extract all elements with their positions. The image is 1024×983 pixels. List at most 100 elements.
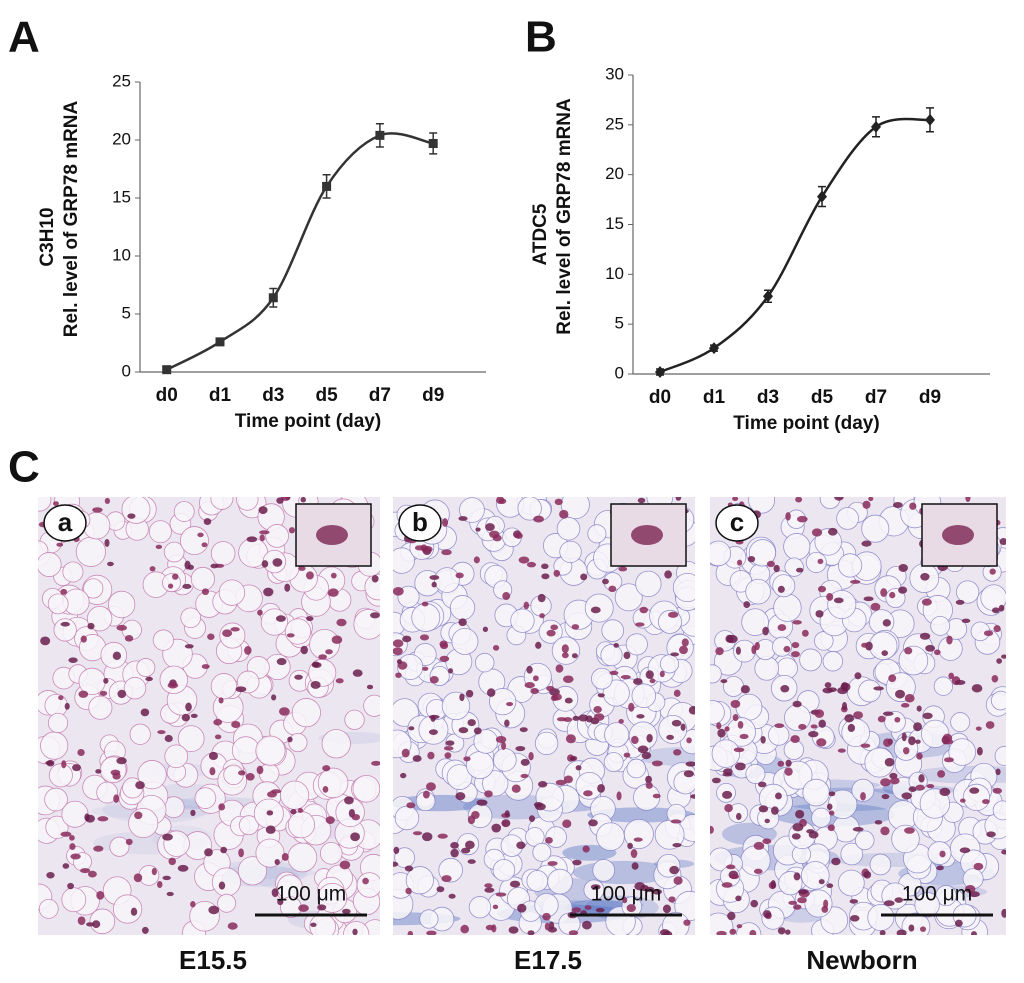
nucleus — [467, 719, 476, 727]
nucleus — [773, 564, 780, 573]
nucleus — [630, 849, 638, 859]
inset-nucleus — [316, 525, 348, 545]
panel-label: A — [8, 13, 40, 62]
nucleus — [992, 787, 1003, 794]
nucleus — [149, 566, 156, 572]
nucleus — [571, 653, 578, 659]
nucleus — [895, 689, 905, 699]
nucleus — [213, 718, 223, 726]
nucleus — [318, 654, 327, 660]
nucleus — [1001, 908, 1006, 918]
nucleus — [563, 717, 573, 722]
nucleus — [261, 560, 269, 568]
nucleus — [969, 787, 980, 794]
nucleus — [288, 527, 295, 534]
nucleus — [837, 748, 846, 753]
cell — [319, 842, 343, 865]
nucleus — [934, 649, 941, 656]
nucleus — [256, 765, 264, 775]
nucleus — [214, 734, 222, 740]
nucleus — [501, 821, 508, 826]
nucleus — [350, 832, 360, 842]
nucleus — [297, 808, 304, 814]
nucleus — [937, 770, 946, 778]
nucleus — [401, 748, 410, 758]
nucleus — [584, 905, 592, 910]
cell — [841, 718, 870, 747]
scale-bar-label: 100 μm — [276, 883, 346, 906]
cell — [109, 836, 130, 857]
nucleus — [561, 652, 569, 659]
cell — [260, 608, 289, 636]
nucleus — [717, 728, 726, 738]
nucleus — [482, 626, 489, 633]
caption: E15.5 — [179, 945, 247, 975]
cell — [363, 694, 380, 717]
nucleus — [538, 781, 548, 788]
nucleus — [270, 789, 282, 794]
cell — [112, 894, 143, 924]
nucleus — [258, 506, 268, 515]
nucleus — [541, 563, 549, 570]
nucleus — [284, 583, 291, 592]
tag-bubble — [43, 504, 87, 542]
cell — [255, 735, 286, 766]
cell — [434, 567, 460, 593]
cell — [814, 528, 842, 556]
nucleus — [894, 716, 901, 723]
cell — [83, 578, 104, 599]
nucleus — [445, 740, 455, 746]
cell — [933, 676, 954, 696]
nucleus — [729, 928, 737, 935]
marker — [162, 365, 172, 375]
nucleus — [877, 715, 886, 723]
nucleus — [431, 581, 437, 588]
cell — [123, 676, 147, 700]
nucleus — [524, 682, 535, 689]
nucleus — [515, 745, 526, 752]
cell — [482, 770, 509, 797]
cell — [44, 787, 68, 812]
nucleus — [827, 824, 835, 832]
nucleus — [710, 825, 714, 834]
nucleus — [834, 497, 844, 501]
nucleus — [575, 765, 582, 771]
nucleus — [276, 658, 287, 666]
nucleus — [797, 897, 807, 904]
cell — [534, 731, 559, 756]
nucleus — [266, 810, 274, 816]
nucleus — [464, 840, 475, 850]
nucleus — [197, 532, 204, 538]
cell — [291, 698, 321, 728]
nucleus — [646, 733, 653, 743]
nucleus — [597, 783, 606, 793]
nucleus — [1001, 849, 1006, 855]
series-line — [166, 132, 434, 371]
cell — [735, 693, 763, 721]
nucleus — [406, 802, 416, 809]
cell — [38, 497, 52, 512]
cell — [38, 898, 59, 919]
cell — [884, 710, 906, 733]
nucleus — [533, 801, 543, 808]
x-tick-label: d7 — [865, 387, 887, 408]
nucleus — [572, 715, 580, 721]
nucleus — [393, 639, 404, 648]
cell — [935, 885, 957, 907]
tag-label: b — [412, 507, 428, 537]
nucleus — [637, 497, 646, 504]
nucleus — [208, 905, 220, 915]
nucleus — [96, 890, 105, 900]
nucleus — [729, 874, 740, 880]
nucleus — [218, 803, 226, 811]
nucleus — [86, 922, 95, 927]
nucleus — [209, 767, 216, 776]
y-tick-label: 20 — [605, 164, 624, 183]
nucleus — [166, 891, 174, 897]
nucleus — [476, 799, 488, 806]
nucleus — [593, 705, 602, 714]
nucleus — [824, 682, 832, 688]
nucleus — [351, 813, 360, 821]
nucleus — [277, 899, 284, 906]
nucleus — [127, 513, 136, 519]
